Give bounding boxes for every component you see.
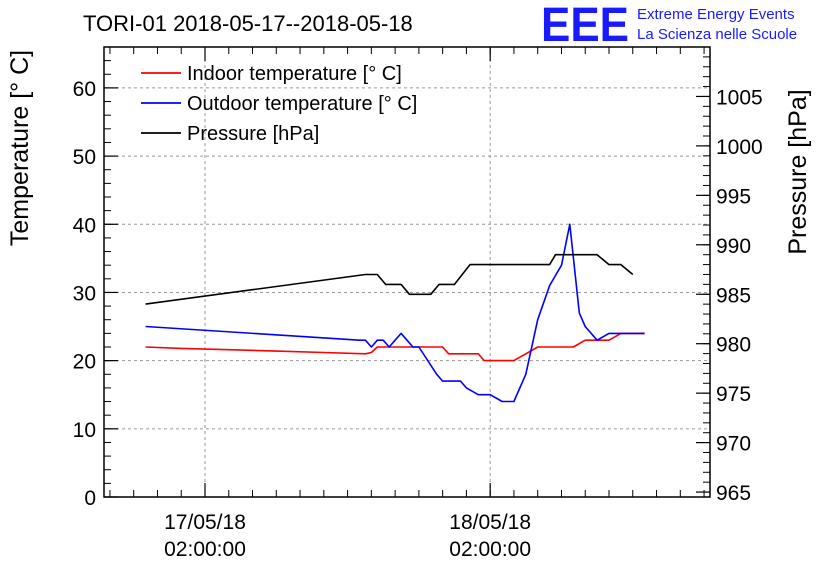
grid [104, 47, 710, 497]
series-lines [145, 223, 645, 403]
eee-logo-mark: EEE [541, 0, 629, 52]
y-right-tick-label: 1005 [716, 86, 763, 109]
y-left-tick-label: 30 [73, 282, 96, 305]
y-axis-left-label: Temperature [° C] [6, 50, 34, 246]
x-tick-label-time: 02:00:00 [164, 538, 246, 561]
series-line-2 [145, 253, 634, 305]
y-left-tick-label: 50 [73, 146, 96, 169]
legend: Indoor temperature [° C] Outdoor temperat… [141, 63, 417, 145]
y-left-tick-label: 0 [84, 487, 96, 510]
y-right-tick-label: 1000 [716, 136, 763, 159]
y-right-tick-label: 965 [716, 482, 751, 505]
y-right-tick-label: 980 [716, 334, 751, 357]
y-left-tick-label: 20 [73, 351, 96, 374]
eee-logo-line2: La Scienza nelle Scuole [637, 26, 797, 43]
series-line-1 [145, 223, 645, 403]
eee-logo: EEE Extreme Energy Events La Scienza nel… [541, 0, 797, 52]
y-right-tick-label: 970 [716, 433, 751, 456]
y-left-tick-label: 10 [73, 419, 96, 442]
y-left-tick-label: 40 [73, 214, 96, 237]
eee-logo-line1: Extreme Energy Events [637, 6, 795, 23]
series-line-0 [145, 332, 645, 362]
legend-label-2: Pressure [hPa] [187, 123, 319, 145]
legend-label-1: Outdoor temperature [° C] [187, 93, 417, 115]
chart-title: TORI-01 2018-05-17--2018-05-18 [83, 11, 413, 36]
x-tick-label-date: 18/05/18 [449, 511, 531, 534]
plot-frame [103, 46, 711, 498]
legend-label-0: Indoor temperature [° C] [187, 63, 402, 85]
y-right-tick-label: 985 [716, 284, 751, 307]
y-left-tick-label: 60 [73, 78, 96, 101]
y-right-tick-label: 990 [716, 235, 751, 258]
y-right-tick-label: 975 [716, 383, 751, 406]
axis-ticks: 17/05/18 02:00:00 18/05/18 02:00:00 0 10 20 30 4… [73, 46, 763, 561]
y-right-tick-label: 995 [716, 185, 751, 208]
y-axis-right-label: Pressure [hPa] [784, 89, 812, 254]
x-tick-label-time: 02:00:00 [449, 538, 531, 561]
x-tick-label-date: 17/05/18 [164, 511, 246, 534]
